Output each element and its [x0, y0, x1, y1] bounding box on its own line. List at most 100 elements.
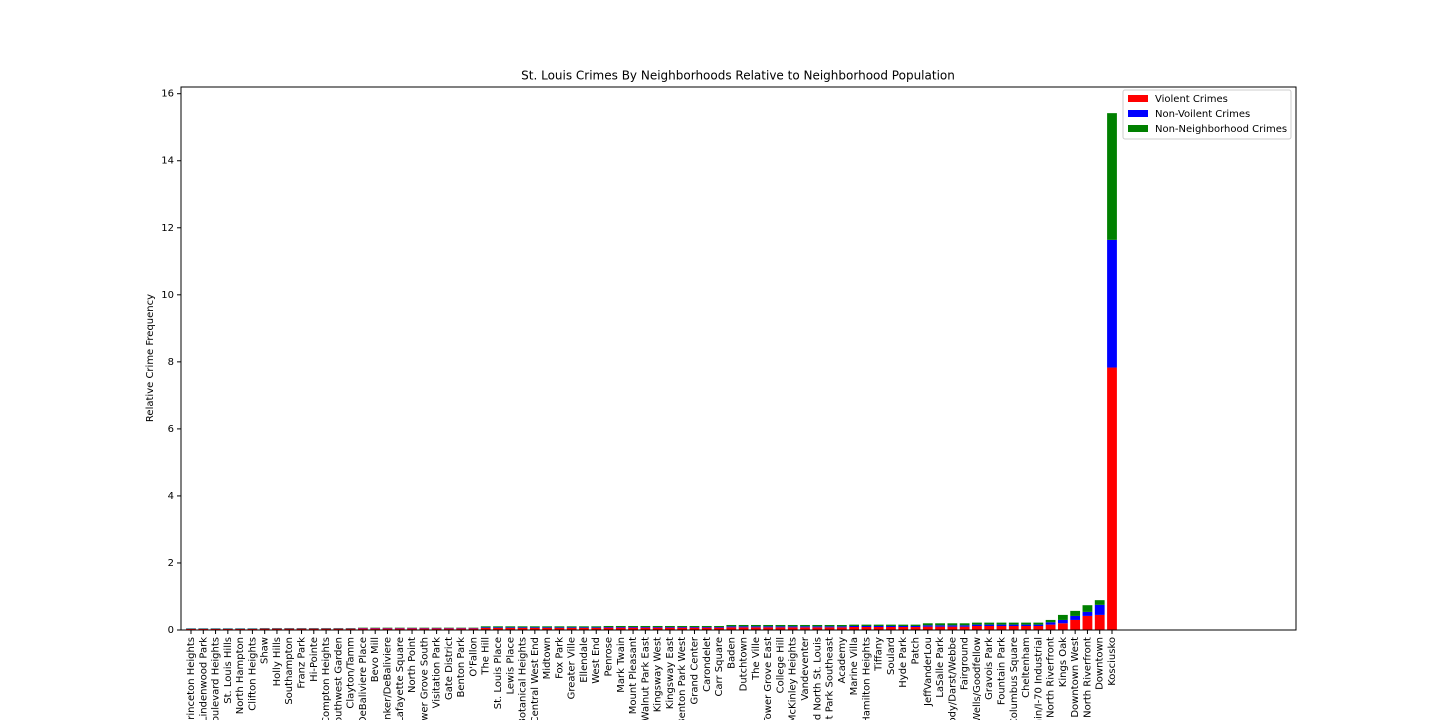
bar-segment	[493, 626, 503, 628]
bar-segment	[775, 624, 786, 627]
bar-segment	[407, 628, 417, 630]
bar-segment	[652, 627, 663, 630]
bar-segment	[431, 628, 442, 630]
bar-segment	[750, 627, 761, 630]
bar-segment	[701, 627, 712, 630]
bar-segment	[308, 628, 319, 630]
y-tick-label: 16	[161, 89, 174, 100]
x-tick-label: Patch	[911, 637, 922, 664]
x-tick-label: Peabody/Darst/Webbe	[947, 637, 958, 720]
bar-segment	[861, 624, 872, 626]
bar-segment	[259, 628, 270, 630]
x-tick-label: JeffVanderLou	[923, 637, 934, 707]
legend-swatch	[1128, 110, 1148, 117]
bar-segment	[787, 627, 798, 630]
bar-segment	[775, 626, 786, 628]
bar-segment	[935, 623, 945, 626]
bar-segment	[763, 624, 774, 627]
x-tick-label: Bevo Mill	[370, 637, 381, 682]
x-tick-label: Cheltenham	[1021, 637, 1032, 698]
bar-segment	[210, 628, 221, 630]
bar-segment	[972, 624, 982, 626]
x-tick-label: O'Fallon	[468, 637, 479, 677]
bar-segment	[505, 626, 516, 628]
x-tick-label: Downtown West	[1070, 637, 1081, 718]
bar-segment	[1107, 367, 1117, 630]
x-tick-label: North Riverfront	[1082, 637, 1093, 718]
bar-segment	[505, 627, 516, 628]
bar-segment	[689, 627, 700, 630]
x-tick-label: Walnut Park East	[640, 637, 651, 720]
bar-segment	[419, 628, 430, 630]
bar-segment	[640, 626, 651, 628]
bar-segment	[714, 625, 724, 627]
bar-segment	[849, 625, 860, 627]
x-tick-label: North Point	[407, 637, 418, 693]
bar-segment	[1094, 614, 1105, 630]
bar-segment	[873, 626, 884, 630]
bar-segment	[972, 625, 982, 630]
legend-box	[1122, 89, 1292, 140]
bar-segment	[750, 624, 761, 627]
x-tick-label: Old North St. Louis	[812, 637, 823, 720]
x-tick-label: Vandeventer	[800, 636, 811, 701]
x-tick-label: Southwest Garden	[333, 637, 344, 720]
bar-segment	[1021, 625, 1031, 630]
x-tick-label: Academy	[837, 637, 848, 684]
bar-segment	[652, 626, 663, 628]
x-tick-label: Penrose	[604, 637, 615, 677]
bar-segment	[296, 628, 307, 630]
bar-segment	[517, 627, 528, 630]
x-tick-label: St. Louis Place	[493, 637, 504, 709]
bar-segment	[579, 627, 589, 628]
bar-segment	[1070, 619, 1081, 630]
bar-segment	[370, 628, 381, 630]
bar-segment	[603, 626, 614, 628]
bar-segment	[345, 628, 356, 630]
x-tick-label: Skinker/DeBaliviere	[382, 637, 393, 720]
bar-segment	[750, 626, 761, 628]
bar-segment	[910, 624, 921, 626]
bar-segment	[677, 625, 688, 627]
x-tick-label: Mark Twain/I-70 Industrial	[1033, 637, 1044, 720]
bar-segment	[1082, 605, 1093, 612]
x-tick-label: Wells/Goodfellow	[972, 637, 983, 720]
x-tick-label: Kingsway West	[653, 637, 664, 712]
x-tick-label: Dutchtown	[739, 637, 750, 691]
bar-segment	[186, 628, 196, 630]
y-tick-label: 0	[168, 625, 174, 636]
x-tick-label: Greater Ville	[567, 637, 578, 699]
bar-segment	[677, 627, 688, 630]
bar-segment	[579, 627, 589, 630]
bar-segment	[714, 626, 724, 628]
bar-segment	[1033, 624, 1044, 626]
x-tick-label: Downtown	[1095, 637, 1106, 690]
bar-segment	[959, 623, 970, 626]
bar-segment	[922, 626, 933, 630]
x-tick-label: LaSalle Park	[935, 637, 946, 698]
bar-segment	[947, 625, 958, 627]
bar-segment	[701, 626, 712, 628]
bar-segment	[935, 626, 945, 630]
bar-segment	[358, 628, 368, 630]
bar-segment	[554, 626, 565, 628]
x-tick-label: Clayton/Tamm	[346, 637, 357, 709]
bar-segment	[677, 626, 688, 628]
bar-segment	[861, 626, 872, 630]
bar-segment	[1082, 615, 1093, 630]
bar-segment	[665, 625, 675, 627]
bar-segment	[235, 628, 246, 630]
x-tick-label: Benton Park West	[677, 637, 688, 720]
bar-segment	[824, 627, 835, 630]
bar-segment	[480, 626, 491, 628]
bar-segment	[1070, 615, 1081, 620]
bar-segment	[898, 626, 909, 630]
x-tick-label: Marine Villa	[849, 637, 860, 695]
bar-segment	[615, 626, 626, 628]
bar-segment	[222, 628, 233, 630]
bar-segment	[726, 624, 737, 627]
bar-segment	[542, 627, 553, 628]
legend-label: Violent Crimes	[1155, 94, 1228, 105]
bar-segment	[787, 626, 798, 628]
bar-segment	[615, 625, 626, 627]
